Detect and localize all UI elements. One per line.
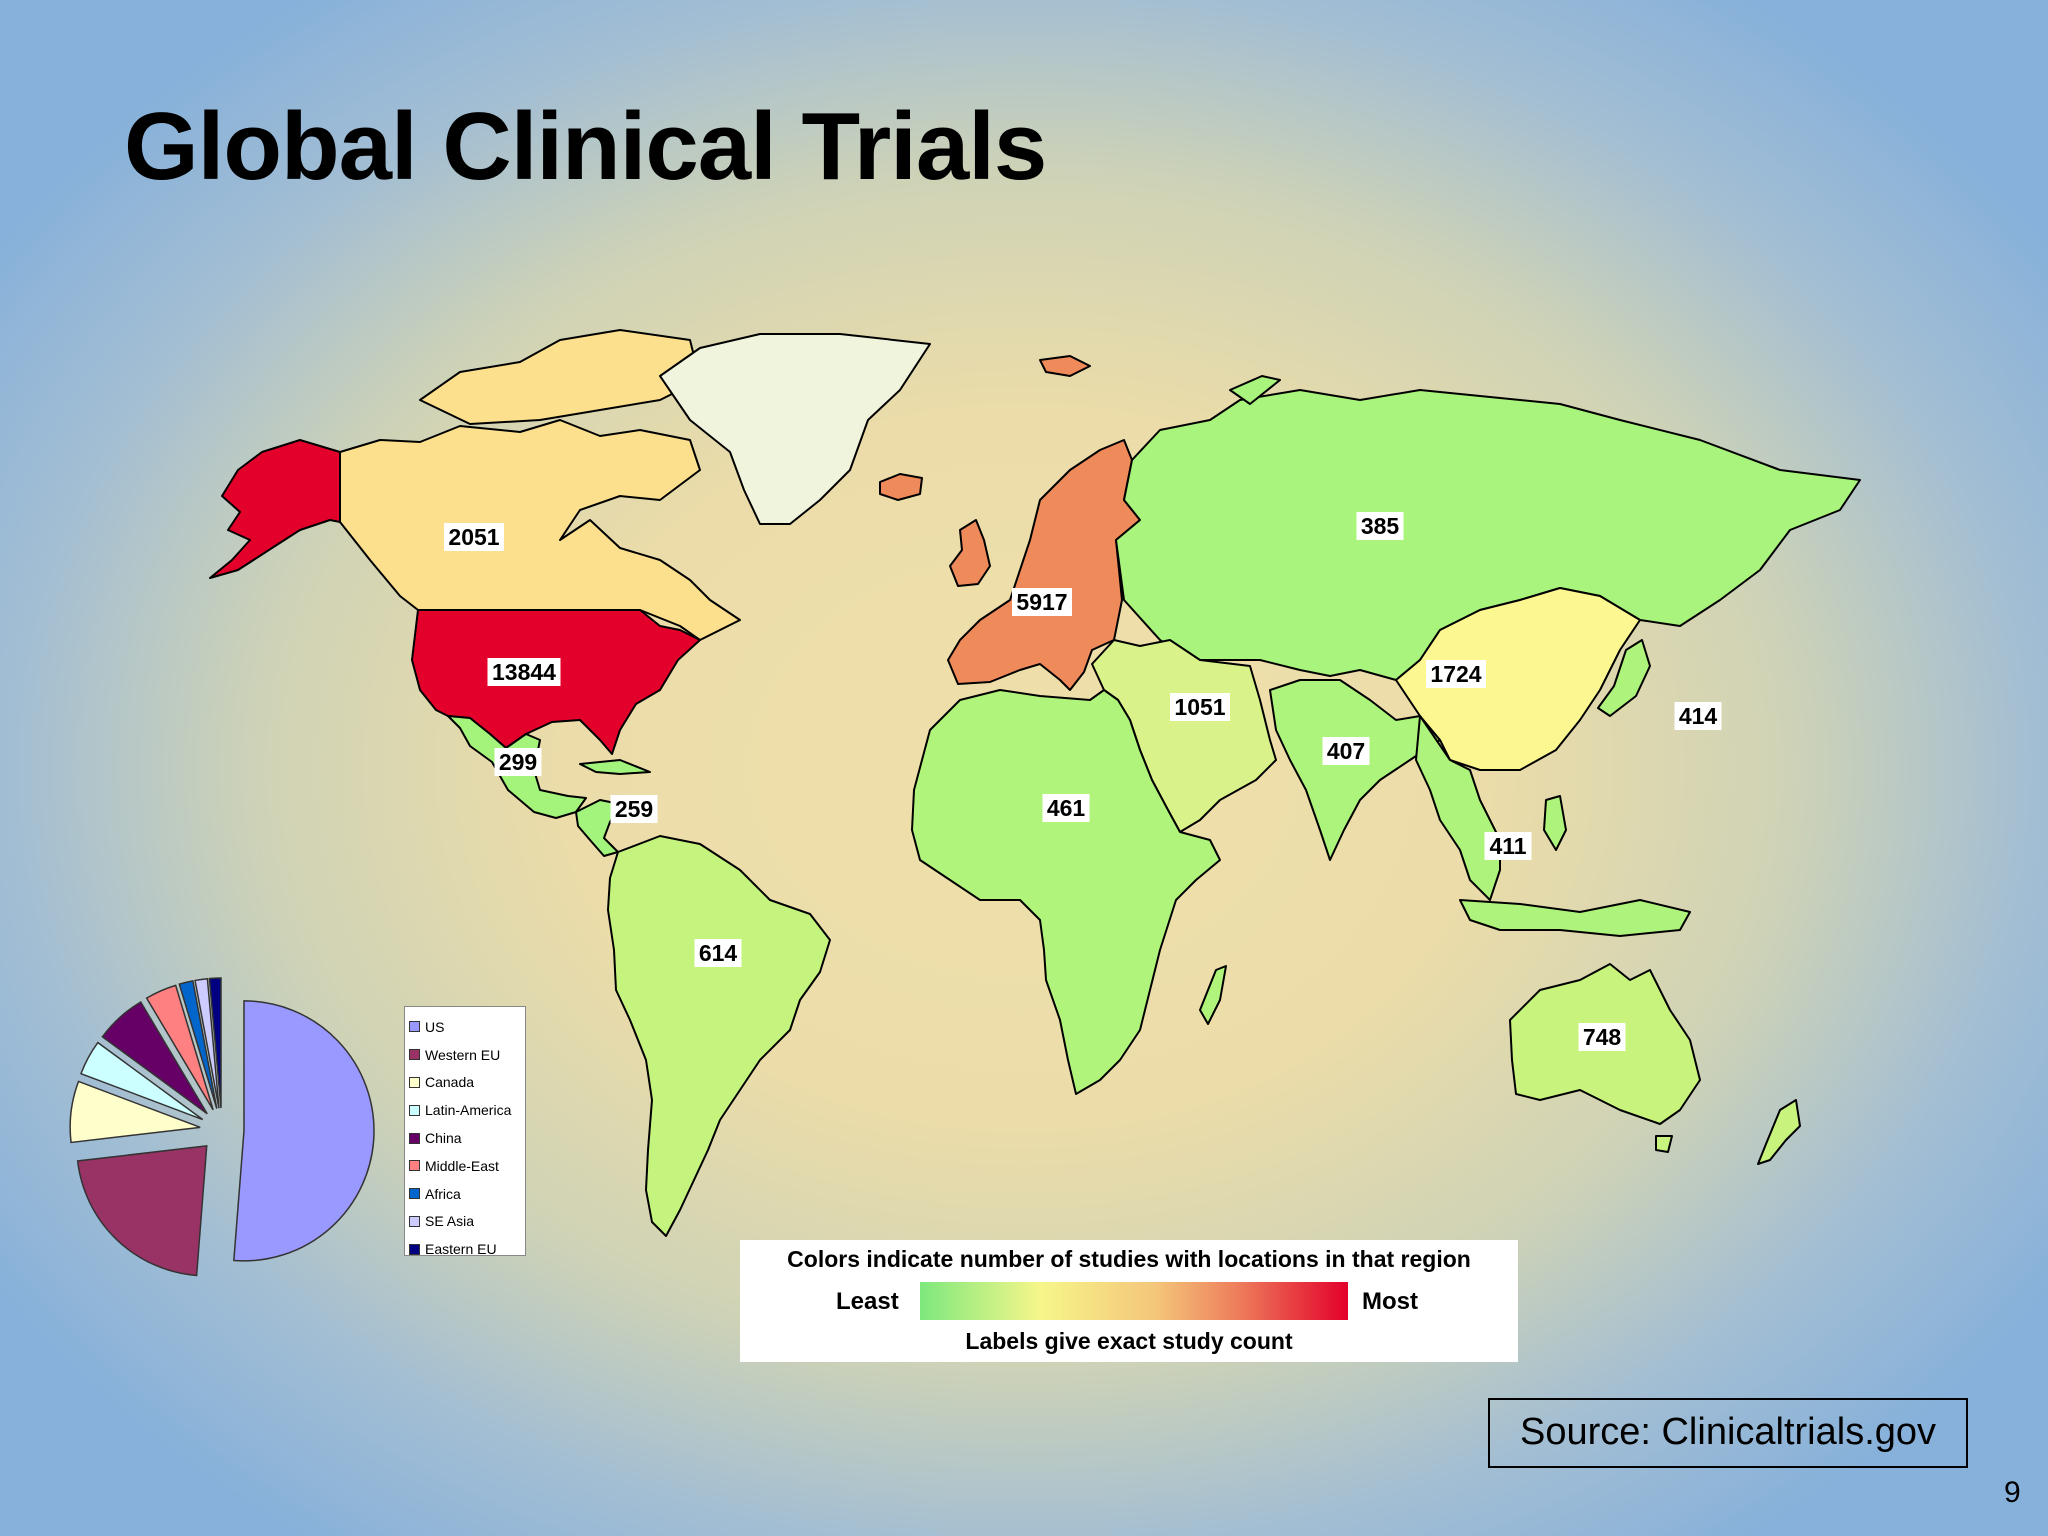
legend-label: Latin-America (425, 1102, 512, 1119)
pie-slice-us (233, 1000, 375, 1262)
region-count-label: 5917 (1012, 588, 1072, 616)
region-count-label: 461 (1042, 794, 1090, 822)
region-svalbard (1039, 355, 1091, 377)
region-count-label: 748 (1578, 1023, 1626, 1051)
legend-swatch (409, 1049, 420, 1061)
legend-label: US (425, 1018, 445, 1035)
region-south-america (607, 835, 831, 1237)
region-count-text: 385 (1361, 513, 1400, 539)
legend-label: China (425, 1130, 462, 1147)
region-western-europe (947, 439, 1141, 691)
region-count-text: 411 (1489, 833, 1526, 859)
pie-slice-canada (69, 1080, 201, 1144)
region-count-text: 614 (699, 940, 738, 966)
region-caribbean (579, 759, 651, 775)
region-count-text: 259 (615, 796, 653, 822)
pie-legend-item: SE Asia (409, 1208, 525, 1236)
legend-swatch (409, 1188, 420, 1200)
pie-legend-item: Latin-America (409, 1096, 525, 1124)
region-new-zealand (1757, 1099, 1801, 1165)
region-uk (949, 519, 991, 587)
source-note: Source: Clinicaltrials.gov (1488, 1398, 1968, 1468)
region-count-text: 461 (1047, 795, 1086, 821)
region-alaska (209, 439, 341, 579)
pie-legend: US Western EU Canada Latin-America China Midd… (404, 1006, 526, 1257)
region-count-label: 385 (1356, 512, 1404, 540)
region-count-label: 411 (1484, 832, 1532, 860)
region-count-text: 5917 (1016, 589, 1067, 615)
region-count-label: 259 (610, 795, 658, 823)
legend-label: Western EU (425, 1046, 501, 1063)
pie-legend-item: Middle-East (409, 1152, 525, 1180)
region-count-label: 2051 (444, 523, 504, 551)
pie-legend-item: China (409, 1124, 525, 1152)
region-count-text: 748 (1583, 1024, 1622, 1050)
pie-slice-china (101, 1000, 208, 1115)
pie-slice-eastern-eu (208, 977, 222, 1109)
legend-swatch (409, 1243, 420, 1255)
legend-label: Eastern EU (425, 1241, 497, 1258)
region-japan (1597, 639, 1651, 717)
legend-swatch (409, 1215, 420, 1227)
region-tasmania (1655, 1135, 1673, 1153)
slide-title: Global Clinical Trials (124, 93, 1047, 200)
region-count-text: 414 (1679, 703, 1718, 729)
legend-swatch (409, 1076, 420, 1088)
pie-slice-western-eu (76, 1144, 208, 1277)
region-indonesia (1459, 899, 1691, 937)
scale-gradient-bar (920, 1282, 1348, 1320)
region-madagascar (1199, 965, 1227, 1025)
legend-label: Canada (425, 1074, 475, 1091)
legend-label: Middle-East (425, 1157, 499, 1174)
region-count-label: 13844 (487, 658, 561, 686)
legend-swatch (409, 1104, 420, 1116)
region-philippines (1543, 795, 1567, 851)
region-india (1269, 679, 1441, 861)
region-iceland (879, 473, 923, 501)
region-greenland (659, 333, 931, 525)
pie-legend-item: Canada (409, 1069, 525, 1097)
scale-most-label: Most (1362, 1288, 1418, 1315)
scale-title: Colors indicate number of studies with l… (787, 1246, 1471, 1272)
pie-slice-latin-america (80, 1041, 204, 1121)
region-novaya-zemlya (1229, 375, 1281, 405)
region-count-text: 407 (1327, 738, 1365, 764)
scale-note: Labels give exact study count (965, 1328, 1293, 1354)
pie-slice-africa (178, 979, 218, 1109)
region-central-america (575, 799, 621, 857)
legend-label: SE Asia (425, 1213, 475, 1230)
region-count-label: 407 (1322, 737, 1370, 765)
pie-slice-middle-east (145, 984, 214, 1111)
pie-legend-item: Western EU (409, 1041, 525, 1069)
region-count-label: 1724 (1426, 660, 1486, 688)
region-count-text: 299 (499, 749, 537, 775)
pie-legend-item: US (409, 1013, 525, 1041)
region-count-label: 1051 (1170, 693, 1230, 721)
region-count-text: 2051 (448, 524, 499, 550)
region-count-label: 299 (494, 748, 542, 776)
region-count-label: 414 (1674, 702, 1722, 730)
legend-swatch (409, 1160, 420, 1172)
region-canada (339, 419, 741, 641)
page-number: 9 (2004, 1476, 2021, 1509)
region-count-label: 614 (694, 939, 742, 967)
pie-legend-item: Africa (409, 1180, 525, 1208)
region-canada-islands (419, 329, 701, 425)
legend-swatch (409, 1021, 420, 1033)
pie-slice-se-asia (194, 977, 220, 1109)
color-scale-legend: Colors indicate number of studies with l… (740, 1240, 1518, 1362)
scale-least-label: Least (836, 1288, 899, 1315)
pie-chart (69, 977, 375, 1277)
legend-label: Africa (425, 1185, 461, 1202)
pie-legend-item: Eastern EU (409, 1235, 525, 1263)
region-count-text: 1051 (1174, 694, 1225, 720)
region-se-asia (1415, 715, 1501, 901)
region-count-text: 13844 (492, 659, 556, 685)
legend-swatch (409, 1132, 420, 1144)
region-africa (911, 689, 1221, 1095)
region-count-text: 1724 (1430, 661, 1481, 687)
